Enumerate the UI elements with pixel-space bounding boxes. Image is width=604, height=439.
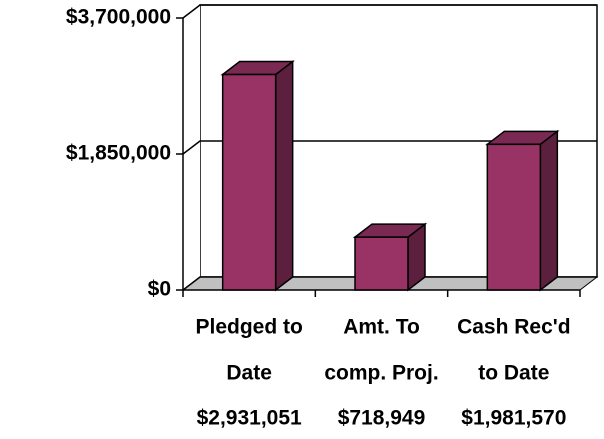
x-tick-label: Amt. To bbox=[343, 316, 420, 339]
y-tick-label: $0 bbox=[148, 278, 171, 301]
value-label: $1,981,570 bbox=[461, 407, 566, 430]
x-tick-label: Pledged to bbox=[195, 316, 302, 339]
bar-side bbox=[274, 60, 294, 292]
x-tick-label: Cash Rec'd bbox=[457, 316, 571, 339]
x-tick-label: Date bbox=[226, 362, 272, 385]
grid-line bbox=[182, 4, 597, 19]
x-tick-label: comp. Proj. bbox=[324, 362, 438, 385]
bar-side bbox=[539, 129, 559, 292]
bar bbox=[486, 143, 542, 291]
bar bbox=[354, 236, 409, 291]
y-tick-label: $3,700,000 bbox=[66, 6, 171, 29]
grid-line bbox=[182, 276, 597, 291]
x-tick-label: to Date bbox=[478, 362, 549, 385]
value-label: $718,949 bbox=[338, 407, 426, 430]
bar bbox=[221, 73, 277, 291]
y-tick-label: $1,850,000 bbox=[66, 142, 171, 165]
value-label: $2,931,051 bbox=[197, 407, 302, 430]
grid-line bbox=[182, 140, 597, 155]
